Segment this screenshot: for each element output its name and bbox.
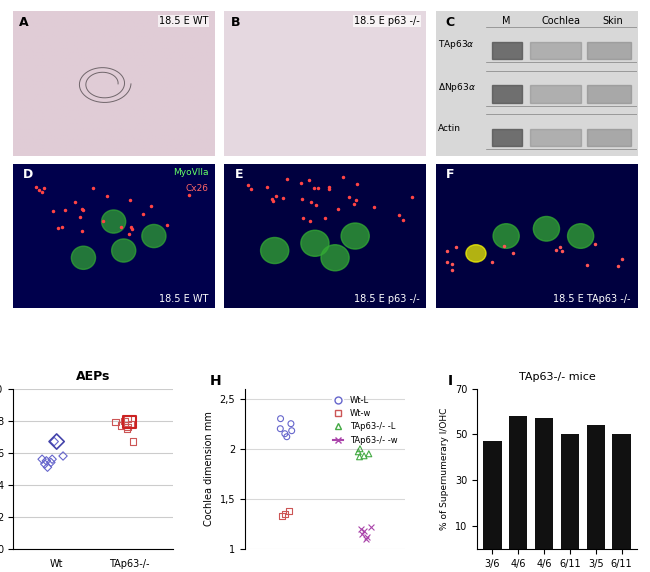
- Bar: [530, 85, 580, 103]
- Ellipse shape: [142, 224, 166, 248]
- Ellipse shape: [321, 245, 349, 271]
- Text: I: I: [448, 374, 453, 388]
- Ellipse shape: [301, 231, 329, 256]
- Text: Skin: Skin: [603, 16, 623, 26]
- Ellipse shape: [261, 237, 289, 264]
- Text: TAp63$\alpha$: TAp63$\alpha$: [437, 38, 474, 50]
- Point: [358, 526, 369, 535]
- Point: [116, 421, 126, 430]
- Title: TAp63-/- mice: TAp63-/- mice: [519, 372, 595, 382]
- Y-axis label: Cochlea dimension mm: Cochlea dimension mm: [204, 411, 214, 526]
- Point: [111, 418, 121, 427]
- Bar: [492, 85, 522, 103]
- Text: M: M: [502, 16, 510, 26]
- Point: [47, 455, 57, 464]
- Bar: [484, 442, 502, 549]
- Point: [275, 424, 285, 433]
- Bar: [587, 129, 631, 146]
- Text: 18.5 E p63 -/-: 18.5 E p63 -/-: [354, 294, 420, 304]
- Text: Actin: Actin: [437, 125, 461, 133]
- Point: [119, 416, 129, 425]
- Ellipse shape: [341, 223, 369, 249]
- Point: [363, 449, 374, 458]
- Bar: [535, 418, 553, 549]
- Point: [41, 456, 51, 466]
- Text: $\Delta$Np63$\alpha$: $\Delta$Np63$\alpha$: [437, 81, 476, 94]
- Point: [51, 437, 62, 446]
- Ellipse shape: [101, 210, 125, 233]
- Point: [355, 444, 365, 454]
- Y-axis label: % of Supernumerary I/OHC: % of Supernumerary I/OHC: [440, 408, 449, 530]
- Point: [287, 426, 297, 435]
- Point: [361, 534, 372, 543]
- Text: Cochlea: Cochlea: [541, 16, 580, 26]
- Point: [58, 451, 68, 460]
- Text: H: H: [210, 374, 222, 388]
- Point: [122, 423, 133, 432]
- Point: [49, 437, 59, 446]
- Point: [280, 429, 290, 438]
- Point: [124, 418, 135, 427]
- Ellipse shape: [567, 224, 593, 248]
- Point: [46, 458, 56, 467]
- Ellipse shape: [72, 246, 96, 269]
- Text: 18.5 E WT: 18.5 E WT: [159, 16, 208, 26]
- Point: [354, 452, 365, 462]
- Ellipse shape: [466, 245, 486, 262]
- Bar: [561, 434, 579, 549]
- Text: B: B: [230, 16, 240, 29]
- Point: [276, 511, 287, 521]
- Point: [125, 419, 136, 428]
- Bar: [509, 416, 527, 549]
- Point: [42, 463, 53, 472]
- Bar: [530, 129, 580, 146]
- Text: D: D: [23, 168, 33, 181]
- Point: [122, 415, 133, 424]
- Text: 18.5 E WT: 18.5 E WT: [159, 294, 208, 304]
- Text: 18.5 E p63 -/-: 18.5 E p63 -/-: [354, 16, 420, 26]
- Bar: [492, 129, 522, 146]
- Ellipse shape: [534, 216, 560, 241]
- Text: MyoVIIa: MyoVIIa: [173, 168, 208, 177]
- Text: A: A: [19, 16, 29, 29]
- Point: [357, 530, 367, 539]
- Point: [286, 419, 296, 428]
- Point: [353, 447, 363, 456]
- Bar: [492, 42, 522, 59]
- Text: C: C: [446, 16, 455, 29]
- Point: [356, 525, 367, 534]
- Bar: [587, 85, 631, 103]
- Point: [284, 506, 294, 515]
- Text: F: F: [446, 168, 454, 181]
- Text: 18.5 E TAp63 -/-: 18.5 E TAp63 -/-: [553, 294, 631, 304]
- Point: [40, 459, 50, 468]
- Text: Cx26: Cx26: [185, 184, 208, 193]
- Title: AEPs: AEPs: [76, 370, 111, 383]
- Point: [281, 432, 292, 442]
- Point: [122, 424, 132, 433]
- Point: [280, 510, 291, 519]
- Ellipse shape: [112, 239, 136, 262]
- Point: [366, 522, 376, 531]
- Point: [359, 451, 369, 460]
- Point: [127, 437, 138, 446]
- Legend: Wt-L, Wt-w, TAp63-/- -L, TAp63-/- -w: Wt-L, Wt-w, TAp63-/- -L, TAp63-/- -w: [330, 393, 401, 448]
- Point: [37, 455, 47, 464]
- Bar: [612, 434, 630, 549]
- Point: [362, 533, 372, 542]
- Ellipse shape: [493, 224, 519, 248]
- Text: E: E: [235, 168, 243, 181]
- Bar: [530, 42, 580, 59]
- Point: [276, 414, 286, 423]
- Bar: [587, 425, 605, 549]
- Bar: [587, 42, 631, 59]
